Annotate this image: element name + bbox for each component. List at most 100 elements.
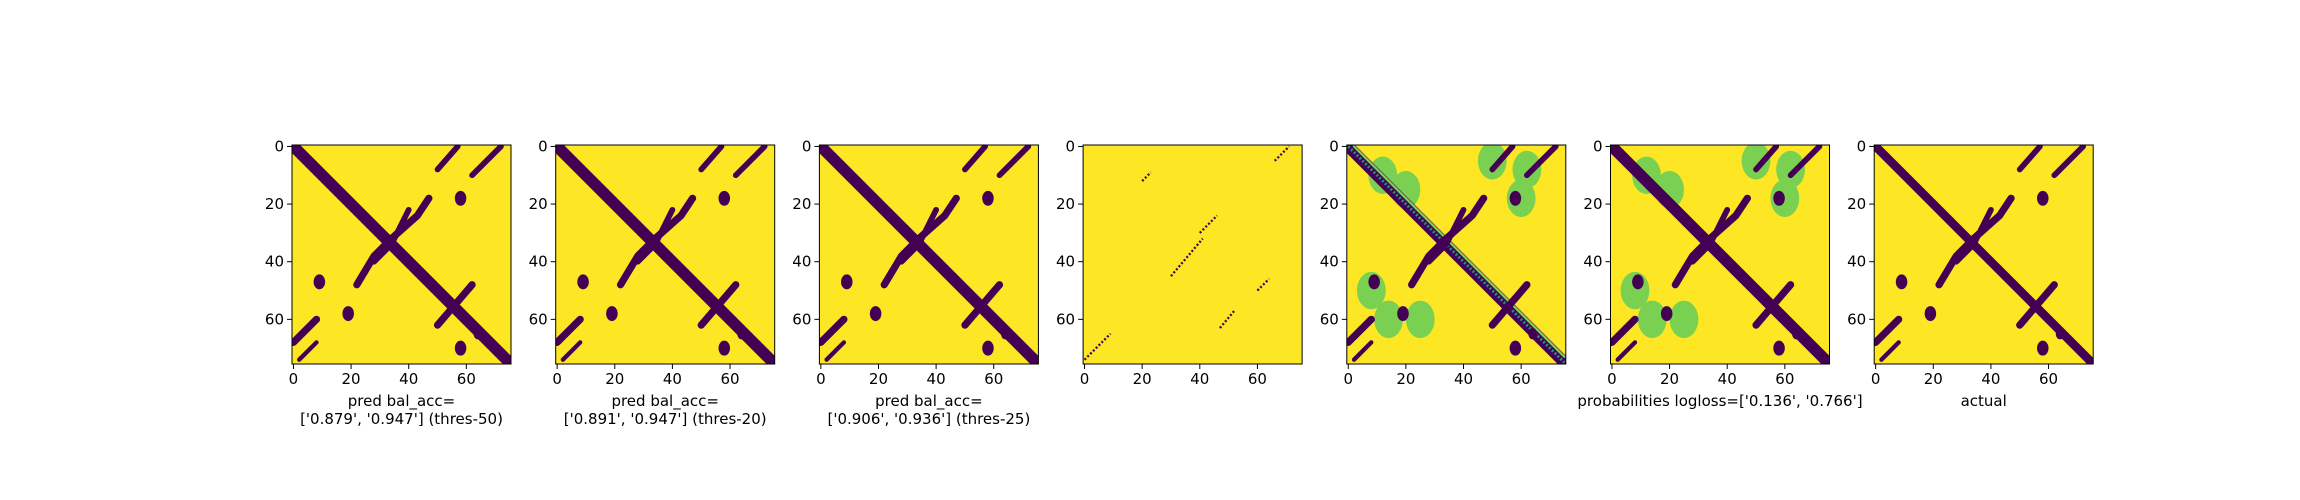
contact-blob: [454, 190, 467, 206]
y-tick-label: 40: [1056, 253, 1075, 271]
contact-band: [1753, 145, 1780, 173]
x-tick-label: 0: [289, 370, 299, 388]
contact-band: [1489, 145, 1516, 173]
x-tick-label: 60: [2039, 370, 2058, 388]
image-panel: [819, 145, 1039, 364]
contact-band: [634, 206, 676, 265]
contact-band: [732, 145, 768, 179]
contact-blob: [313, 274, 326, 290]
x-tick-label: 60: [1512, 370, 1531, 388]
axes-frame: [1082, 144, 1303, 365]
x-tick-label: 0: [1343, 370, 1353, 388]
x-tick-label: 20: [1660, 370, 1679, 388]
x-axis-label: ['0.906', '0.936'] (thres-25): [827, 410, 1030, 428]
y-tick-label: 60: [1583, 310, 1602, 328]
contact-band: [1752, 281, 1795, 329]
contact-band: [961, 281, 1004, 329]
x-tick-label: 40: [927, 370, 946, 388]
x-tick-label: 0: [816, 370, 826, 388]
y-tick-label: 20: [1847, 195, 1866, 213]
contact-blob: [1000, 328, 1010, 340]
contact-band: [819, 145, 1039, 364]
contact-band: [1874, 145, 2094, 364]
contact-band: [555, 315, 584, 346]
contact-band: [292, 145, 511, 364]
x-axis-label: probabilities logloss=['0.136', '0.766']: [1577, 392, 1862, 410]
axes-frame: [291, 144, 512, 365]
image-panel: [292, 145, 511, 364]
y-tick-label: 0: [538, 137, 548, 155]
contact-band: [1256, 278, 1270, 292]
contact-band: [1689, 206, 1731, 265]
contact-blob: [1773, 190, 1785, 206]
image-panel: [555, 145, 775, 364]
x-tick-label: 40: [1454, 370, 1473, 388]
y-tick-label: 0: [1066, 137, 1076, 155]
contact-band: [469, 145, 504, 179]
contact-blob: [1528, 328, 1537, 340]
x-tick-label: 0: [1080, 370, 1090, 388]
y-tick-label: 60: [529, 310, 548, 328]
x-tick-label: 60: [1248, 370, 1267, 388]
contact-band: [1874, 315, 1903, 346]
y-tick-label: 40: [1320, 253, 1339, 271]
contact-blob: [1405, 300, 1435, 339]
contact-band: [560, 340, 583, 362]
contact-blob: [1792, 328, 1801, 340]
y-tick-label: 20: [265, 195, 284, 213]
y-tick-label: 0: [1329, 137, 1339, 155]
contact-blob: [2037, 190, 2049, 206]
contact-blob: [737, 328, 746, 340]
contact-blob: [1741, 145, 1771, 180]
axes-frame: [1610, 144, 1830, 365]
contact-blob: [1368, 274, 1380, 290]
y-tick-label: 60: [1320, 310, 1339, 328]
contact-blob: [577, 274, 589, 290]
contact-band: [1347, 145, 1566, 364]
contact-band: [898, 206, 939, 265]
x-axis-label: pred bal_acc=: [875, 392, 983, 411]
x-tick-label: 0: [1607, 370, 1617, 388]
contact-band: [371, 206, 412, 265]
y-tick-label: 40: [1847, 253, 1866, 271]
y-tick-label: 40: [792, 253, 811, 271]
contact-blob: [1509, 190, 1522, 206]
contact-band: [1524, 145, 1559, 179]
contact-blob: [1776, 150, 1806, 189]
y-tick-label: 60: [792, 310, 811, 328]
x-tick-label: 40: [1718, 370, 1737, 388]
image-panel: [1083, 145, 1303, 364]
contact-band: [1351, 340, 1374, 362]
contact-blob: [982, 190, 994, 206]
contact-blob: [1773, 340, 1785, 356]
y-tick-label: 20: [1583, 195, 1602, 213]
y-tick-label: 60: [265, 310, 284, 328]
contact-blob: [841, 274, 853, 290]
x-tick-label: 20: [605, 370, 624, 388]
contact-blob: [1477, 145, 1507, 180]
x-tick-label: 40: [1190, 370, 1209, 388]
x-tick-label: 60: [1775, 370, 1794, 388]
contact-blob: [1397, 306, 1409, 322]
contact-blob: [869, 306, 882, 322]
x-tick-label: 60: [720, 370, 739, 388]
contact-band: [962, 145, 988, 173]
x-axis-label: ['0.879', '0.947'] (thres-50): [300, 410, 503, 428]
contact-blob: [606, 306, 618, 322]
contact-blob: [982, 340, 994, 356]
contact-blob: [2037, 340, 2049, 356]
contact-band: [698, 145, 725, 173]
x-tick-label: 60: [984, 370, 1003, 388]
contact-band: [1426, 206, 1467, 265]
x-tick-label: 40: [663, 370, 682, 388]
image-panel: [1874, 145, 2094, 364]
contact-band: [1488, 281, 1531, 329]
image-background: [1083, 145, 1303, 364]
contact-band: [819, 315, 848, 346]
contact-blob: [718, 190, 731, 206]
axes-frame: [1873, 144, 2094, 365]
x-tick-label: 20: [869, 370, 888, 388]
contact-band: [1953, 206, 1994, 265]
